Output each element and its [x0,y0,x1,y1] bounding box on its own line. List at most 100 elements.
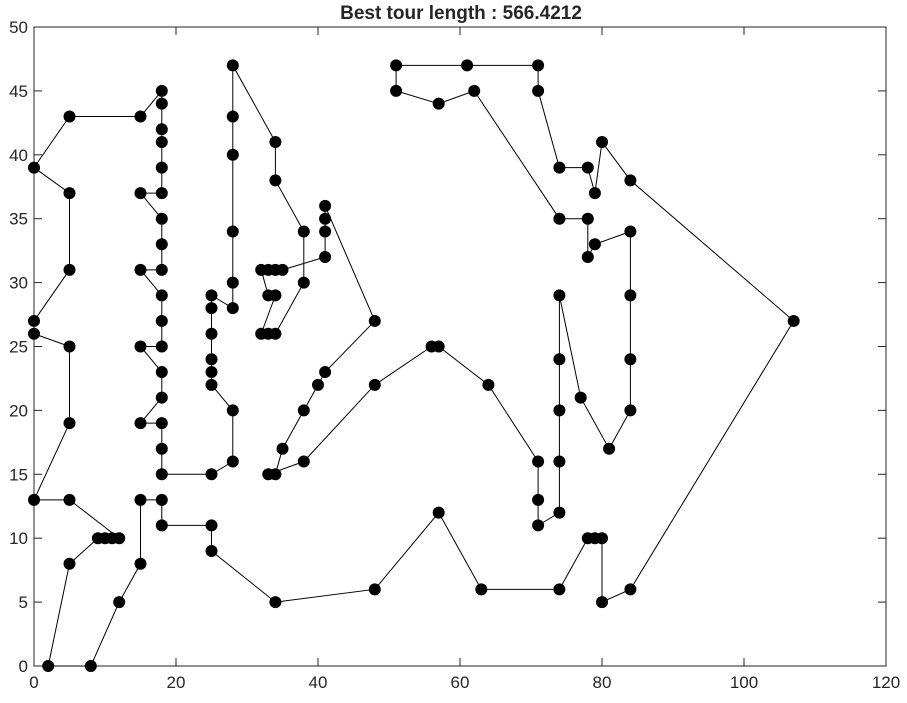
city-point-17 [155,84,168,97]
city-point-128 [134,557,147,570]
city-point-86 [553,455,566,468]
city-point-19 [155,123,168,136]
city-point-96 [588,238,601,251]
city-point-114 [596,596,608,609]
city-point-104 [461,59,474,72]
city-point-24 [155,212,168,225]
city-point-110 [596,136,608,149]
axis-ticks: 0 20 40 60 80 100 120 0 5 10 15 20 25 30 35 40 45 50 [9,18,900,692]
city-point-46 [205,289,218,302]
city-point-12 [63,263,76,276]
city-point-26 [155,263,168,276]
city-point-130 [84,660,97,672]
city-point-125 [155,519,168,532]
city-point-29 [155,314,168,327]
city-point-35 [155,417,168,430]
city-point-113 [624,583,637,596]
city-point-76 [262,468,275,481]
city-point-30 [155,340,168,353]
city-point-109 [588,187,601,200]
city-point-22 [155,187,168,200]
chart-title: Best tour length : 566.4212 [340,3,582,24]
city-point-67 [319,225,332,238]
city-point-69 [319,199,332,212]
city-point-65 [276,263,289,276]
city-point-36 [155,442,168,455]
city-point-50 [226,148,239,161]
city-point-77 [297,455,310,468]
city-point-99 [553,212,566,225]
city-point-85 [553,506,566,519]
city-point-117 [581,532,594,545]
city-point-112 [787,314,800,327]
city-point-55 [297,225,310,238]
city-point-105 [532,59,545,72]
y-tick-label: 35 [9,210,28,229]
city-point-18 [155,97,168,110]
city-point-23 [134,187,147,200]
city-point-98 [581,212,594,225]
city-point-9 [63,340,76,353]
city-point-61 [262,289,275,302]
x-tick-label: 60 [451,673,470,692]
x-tick-label: 100 [730,673,758,692]
city-point-28 [155,289,168,302]
city-point-78 [368,378,381,391]
city-point-102 [390,84,403,97]
city-point-33 [155,391,168,404]
y-tick-label: 40 [9,146,28,165]
city-point-84 [532,519,545,532]
city-point-92 [624,404,637,417]
city-point-126 [155,493,168,506]
city-point-45 [205,302,218,315]
x-tick-label: 20 [167,673,186,692]
city-point-48 [226,276,239,289]
city-point-41 [205,378,218,391]
city-point-71 [319,366,332,379]
city-point-74 [276,442,289,455]
city-point-111 [624,174,637,187]
city-point-40 [226,404,239,417]
city-point-93 [624,353,637,366]
city-point-39 [226,455,239,468]
city-point-83 [532,493,545,506]
city-point-94 [624,289,637,302]
city-point-21 [155,161,168,174]
city-point-106 [532,84,545,97]
city-point-107 [553,161,566,174]
city-point-120 [432,506,445,519]
city-point-119 [475,583,488,596]
city-point-127 [134,493,147,506]
city-point-123 [205,544,218,557]
city-point-44 [205,327,218,340]
y-tick-label: 0 [19,657,28,676]
city-point-129 [113,596,126,609]
city-point-16 [134,110,147,123]
city-point-14 [28,161,40,174]
city-point-82 [532,455,545,468]
y-tick-label: 20 [9,401,28,420]
y-tick-label: 30 [9,274,28,293]
city-point-89 [553,289,566,302]
city-point-47 [226,302,239,315]
plot-frame [33,26,887,667]
city-point-20 [155,136,168,149]
x-tick-label: 0 [29,673,38,692]
city-point-80 [432,340,445,353]
y-tick-label: 45 [9,82,28,101]
city-point-70 [368,314,381,327]
city-point-121 [368,583,381,596]
tour-points [28,59,800,672]
city-point-38 [205,468,218,481]
city-point-124 [205,519,218,532]
city-point-59 [255,327,268,340]
city-point-1 [63,557,76,570]
x-tick-label: 120 [872,673,900,692]
city-point-100 [468,84,481,97]
city-point-122 [269,596,282,609]
city-point-97 [581,251,594,264]
city-point-10 [28,327,40,340]
city-point-101 [432,97,445,110]
city-point-91 [603,442,616,455]
city-point-0 [42,660,55,672]
